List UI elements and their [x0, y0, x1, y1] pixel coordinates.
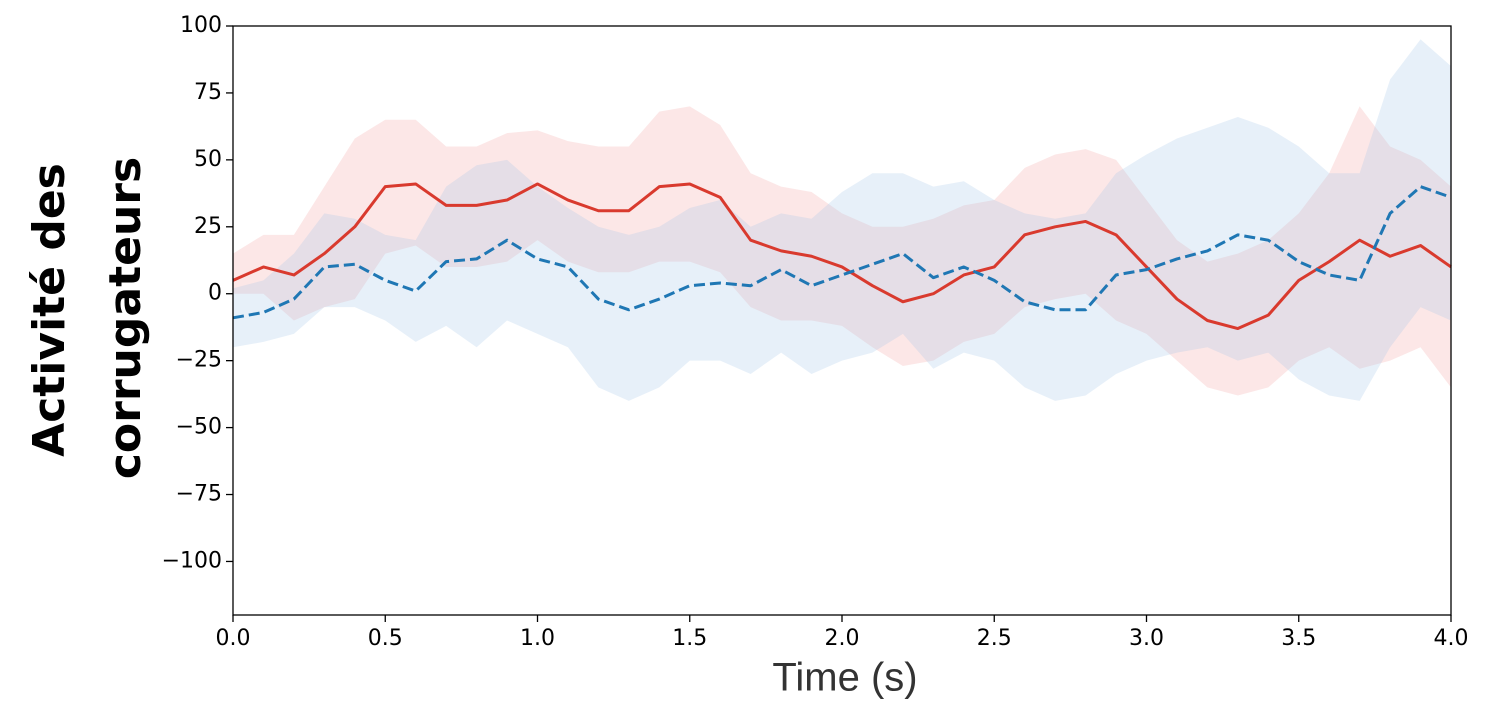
y-axis-label: Activité des	[24, 163, 75, 457]
y-tick-label: 25	[194, 214, 222, 239]
confidence-band	[233, 106, 1451, 396]
y-tick-label: −100	[162, 548, 222, 573]
x-tick-label: 4.0	[1434, 626, 1469, 651]
line	[232, 182, 1452, 331]
x-tick-label: 1.0	[520, 626, 555, 651]
y-axis-label: corrugateurs	[100, 157, 151, 479]
y-tick-label: −75	[176, 482, 222, 507]
y-tick-label: −50	[176, 415, 222, 440]
y-tick-label: 0	[208, 281, 222, 306]
x-tick-label: 0.0	[216, 626, 251, 651]
x-tick-label: 2.0	[825, 626, 860, 651]
y-tick-label: 100	[180, 13, 222, 38]
x-tick-label: 0.5	[368, 626, 403, 651]
x-tick-label: 1.5	[672, 626, 707, 651]
x-tick-label: 3.0	[1129, 626, 1164, 651]
y-tick-label: 50	[194, 147, 222, 172]
x-axis-label: Time (s)	[772, 656, 917, 700]
x-tick-label: 2.5	[977, 626, 1012, 651]
y-tick-label: 75	[194, 80, 222, 105]
x-tick-label: 3.5	[1281, 626, 1316, 651]
y-tick-label: −25	[176, 348, 222, 373]
confidence-band	[233, 39, 1451, 401]
line	[232, 185, 1452, 320]
